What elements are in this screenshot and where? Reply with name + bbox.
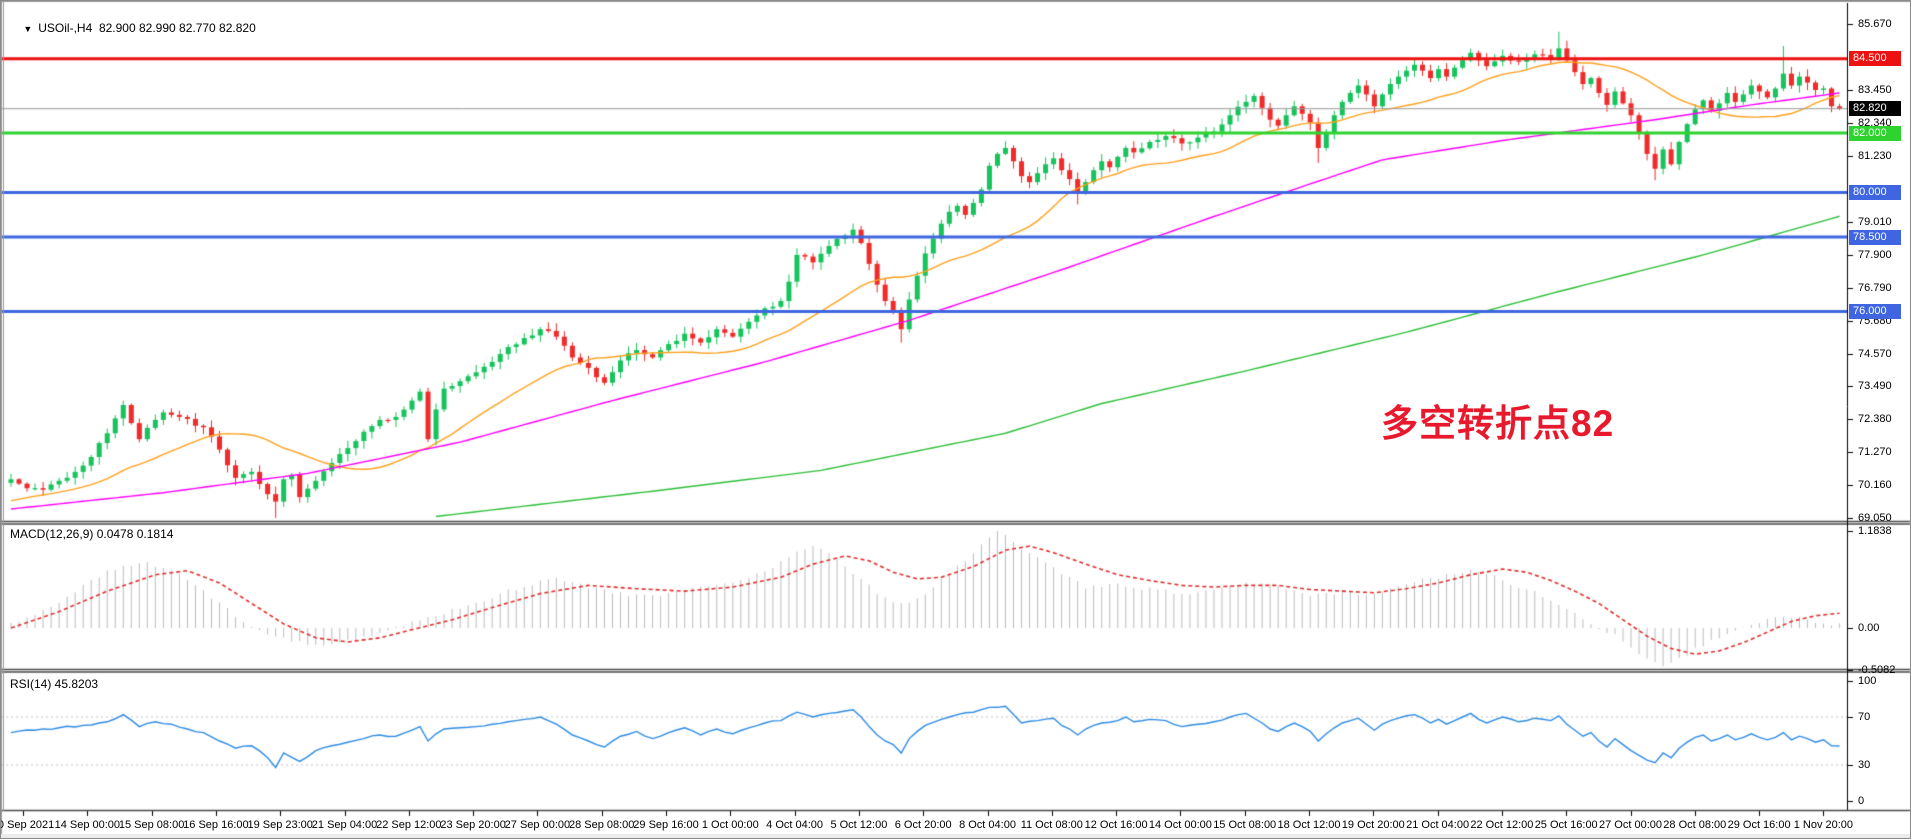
time-axis-label[interactable]: 14 Oct 00:00: [1148, 819, 1212, 831]
time-axis-label[interactable]: 4 Oct 04:00: [766, 819, 824, 831]
indicator-axis-tick: 100: [1858, 675, 1877, 687]
time-axis-label[interactable]: 16 Sep 16:00: [183, 819, 249, 831]
time-axis-label[interactable]: 1 Oct 00:00: [701, 819, 759, 831]
time-axis-label[interactable]: 29 Oct 16:00: [1727, 819, 1791, 831]
price-axis-tick: 70.160: [1858, 478, 1892, 491]
indicator-axis-tick: 30: [1858, 759, 1871, 771]
price-axis-tick: 69.050: [1858, 511, 1892, 524]
time-axis-label[interactable]: 27 Oct 00:00: [1599, 819, 1662, 831]
price-axis-tick: 79.010: [1858, 215, 1892, 228]
price-level-badge: 84.500: [1849, 51, 1901, 67]
time-axis-label[interactable]: 22 Sep 12:00: [376, 819, 442, 831]
price-axis-tick: 81.230: [1858, 149, 1892, 162]
price-level-badge: 82.000: [1849, 125, 1901, 141]
indicator-axis-tick: -0.5082: [1858, 663, 1896, 676]
time-axis-label[interactable]: 10 Sep 2021: [1, 819, 55, 831]
time-axis-label[interactable]: 21 Sep 04:00: [311, 819, 378, 831]
time-axis-label[interactable]: 14 Sep 00:00: [54, 819, 121, 831]
chart-annotation-text: 多空转折点82: [1381, 403, 1615, 444]
time-axis-label[interactable]: 21 Oct 04:00: [1406, 819, 1470, 831]
price-axis-tick: 74.570: [1858, 347, 1892, 360]
time-axis-label[interactable]: 5 Oct 12:00: [830, 819, 888, 831]
price-axis-tick: 76.790: [1858, 281, 1892, 294]
time-axis-label[interactable]: 19 Sep 23:00: [247, 819, 313, 831]
time-axis-label[interactable]: 27 Sep 00:00: [504, 819, 571, 831]
price-axis-tick: 71.270: [1858, 445, 1892, 458]
time-axis-label[interactable]: 18 Oct 12:00: [1277, 819, 1341, 831]
time-axis-label[interactable]: 1 Nov 20:00: [1793, 819, 1854, 831]
time-axis-label[interactable]: 28 Sep 08:00: [568, 819, 635, 831]
price-level-badge: 80.000: [1849, 185, 1901, 200]
time-axis-label[interactable]: 22 Oct 12:00: [1470, 819, 1534, 831]
price-level-badge: 82.820: [1849, 101, 1901, 117]
macd-indicator-label: MACD(12,26,9) 0.0478 0.1814: [10, 527, 174, 541]
indicator-axis-tick: 0: [1858, 795, 1865, 807]
price-axis-tick: 72.380: [1858, 412, 1892, 425]
indicator-axis-tick: 70: [1858, 711, 1871, 723]
price-axis-tick: 73.490: [1858, 379, 1892, 392]
time-axis-label[interactable]: 8 Oct 04:00: [959, 819, 1016, 831]
time-axis-label[interactable]: 15 Sep 08:00: [118, 819, 185, 831]
time-axis-label[interactable]: 19 Oct 20:00: [1341, 819, 1405, 831]
time-axis-label[interactable]: 11 Oct 08:00: [1020, 819, 1083, 831]
time-axis-label[interactable]: 28 Oct 08:00: [1663, 819, 1727, 831]
rsi-indicator-label: RSI(14) 45.8203: [10, 677, 99, 691]
bottom-strip: [1, 834, 1910, 838]
price-level-badge: 76.000: [1849, 303, 1901, 319]
indicator-axis-tick: 0.00: [1858, 622, 1880, 634]
time-axis-label[interactable]: 15 Oct 08:00: [1213, 819, 1277, 831]
time-axis-label[interactable]: 12 Oct 16:00: [1084, 819, 1148, 831]
time-axis-label[interactable]: 29 Sep 16:00: [633, 819, 699, 831]
time-axis-label[interactable]: 23 Sep 20:00: [440, 819, 506, 831]
indicator-axis-tick: 1.1838: [1858, 525, 1892, 538]
symbol-dropdown-icon[interactable]: ▼: [23, 24, 33, 34]
price-axis-tick: 77.900: [1858, 248, 1892, 261]
chart-title: ▼ USOil-,H4 82.900 82.990 82.770 82.820: [10, 7, 256, 49]
price-level-badge: 78.500: [1849, 229, 1901, 245]
price-axis-tick: 83.450: [1858, 83, 1892, 96]
symbol-ohlc-text: USOil-,H4 82.900 82.990 82.770 82.820: [38, 21, 256, 35]
time-axis-label[interactable]: 25 Oct 16:00: [1534, 819, 1598, 831]
price-axis-tick: 85.670: [1858, 18, 1892, 30]
time-axis-label[interactable]: 6 Oct 20:00: [894, 819, 952, 831]
